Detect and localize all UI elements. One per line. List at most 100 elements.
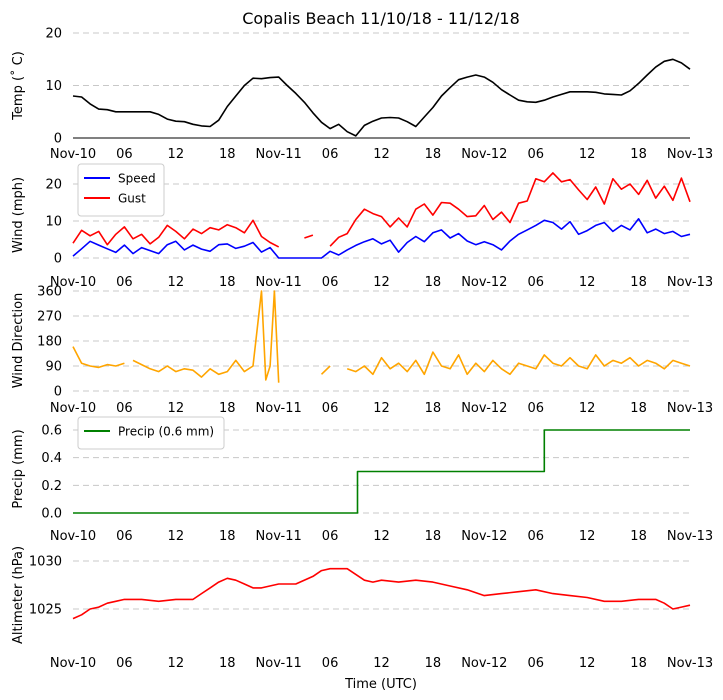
x-tick-label: Nov-13 bbox=[667, 147, 713, 162]
x-tick-label: 12 bbox=[579, 401, 596, 416]
x-tick-label: Nov-13 bbox=[667, 401, 713, 416]
x-tick-label: 12 bbox=[373, 656, 390, 671]
y-axis-label: Wind (mph) bbox=[11, 177, 26, 253]
series-line-altimeter bbox=[72, 567, 691, 620]
x-tick-label: Nov-11 bbox=[256, 401, 302, 416]
y-axis-label: Altimeter (hPa) bbox=[11, 546, 26, 644]
x-tick-label: 12 bbox=[168, 275, 185, 290]
x-tick-label: Nov-12 bbox=[461, 656, 507, 671]
x-tick-label: 12 bbox=[168, 656, 185, 671]
x-tick-label: 18 bbox=[425, 401, 442, 416]
x-tick-label: 18 bbox=[425, 275, 442, 290]
y-tick-label: 0.6 bbox=[41, 424, 62, 439]
x-tick-label: Nov-13 bbox=[667, 656, 713, 671]
x-tick-label: Nov-11 bbox=[256, 147, 302, 162]
y-tick-label: 270 bbox=[37, 310, 62, 325]
panel-precip: 0.0 0.2 0.4 0.6 Nov-10 06 12 18 Nov-11 06 12 18 Nov-… bbox=[11, 416, 713, 544]
y-tick-label: 90 bbox=[45, 360, 62, 375]
series-line-precip-0-6-mm- bbox=[73, 429, 690, 514]
x-tick-label: 12 bbox=[579, 529, 596, 544]
x-tick-label: 12 bbox=[168, 529, 185, 544]
legend-box bbox=[77, 416, 225, 450]
x-tick-label: 12 bbox=[579, 275, 596, 290]
x-axis-label: Time (UTC) bbox=[344, 677, 417, 692]
y-tick-label: 360 bbox=[37, 285, 62, 300]
series-line-temperature bbox=[72, 58, 691, 137]
x-tick-label: 12 bbox=[373, 401, 390, 416]
legend-label: Speed bbox=[118, 172, 156, 186]
panel-direction: 0 90 180 270 360 Nov-10 06 12 18 Nov-11 06 12 18 Nov-… bbox=[11, 285, 713, 417]
x-tick-label: 12 bbox=[373, 147, 390, 162]
y-tick-label: 20 bbox=[45, 27, 62, 42]
x-tick-label: 18 bbox=[630, 275, 647, 290]
y-tick-label: 20 bbox=[45, 178, 62, 193]
panel-wind: 0 10 20 Nov-10 06 12 18 Nov-11 06 12 18 Nov-12 06 12 1… bbox=[11, 163, 713, 290]
x-tick-label: 06 bbox=[322, 401, 339, 416]
x-tick-label: Nov-11 bbox=[256, 656, 302, 671]
y-tick-label: 0 bbox=[54, 132, 62, 147]
x-tick-label: 18 bbox=[630, 529, 647, 544]
y-tick-label: 0.4 bbox=[41, 451, 62, 466]
x-tick-label: 12 bbox=[579, 656, 596, 671]
x-tick-label: Nov-12 bbox=[461, 147, 507, 162]
legend-label: Precip (0.6 mm) bbox=[118, 425, 214, 439]
x-tick-label: Nov-10 bbox=[50, 529, 96, 544]
x-tick-label: 06 bbox=[527, 656, 544, 671]
x-tick-label: Nov-10 bbox=[50, 147, 96, 162]
panel-altimeter: 1025 1030 Nov-10 06 12 18 Nov-11 06 12 18 Nov-12 06… bbox=[11, 546, 713, 671]
x-tick-label: 06 bbox=[322, 275, 339, 290]
x-tick-label: 18 bbox=[219, 147, 236, 162]
y-tick-label: 0 bbox=[54, 252, 62, 267]
x-tick-label: 06 bbox=[116, 401, 133, 416]
x-tick-label: 18 bbox=[630, 147, 647, 162]
y-tick-label: 1025 bbox=[29, 603, 62, 618]
x-tick-label: 18 bbox=[425, 656, 442, 671]
x-tick-label: Nov-13 bbox=[667, 529, 713, 544]
x-tick-label: 18 bbox=[219, 401, 236, 416]
y-tick-label: 180 bbox=[37, 335, 62, 350]
x-tick-label: Nov-10 bbox=[50, 656, 96, 671]
x-tick-label: 06 bbox=[527, 401, 544, 416]
x-tick-label: 06 bbox=[322, 529, 339, 544]
y-tick-label: 0 bbox=[54, 385, 62, 400]
x-tick-label: 06 bbox=[322, 656, 339, 671]
series-line-gust bbox=[72, 172, 691, 248]
y-tick-label: 10 bbox=[45, 79, 62, 94]
y-tick-label: 10 bbox=[45, 215, 62, 230]
x-tick-label: 18 bbox=[219, 275, 236, 290]
x-tick-label: 06 bbox=[527, 147, 544, 162]
series-line-direction bbox=[72, 290, 691, 383]
x-tick-label: 18 bbox=[425, 147, 442, 162]
x-tick-label: 18 bbox=[219, 656, 236, 671]
x-tick-label: Nov-13 bbox=[667, 275, 713, 290]
x-tick-label: 06 bbox=[116, 147, 133, 162]
x-tick-label: 12 bbox=[373, 529, 390, 544]
x-tick-label: 06 bbox=[322, 147, 339, 162]
series-line-speed bbox=[72, 218, 691, 259]
x-tick-label: Nov-12 bbox=[461, 401, 507, 416]
x-tick-label: 12 bbox=[168, 147, 185, 162]
y-axis-label: Precip (mm) bbox=[11, 429, 26, 508]
y-axis-label: Wind Direction bbox=[11, 293, 26, 389]
x-tick-label: Nov-11 bbox=[256, 275, 302, 290]
x-tick-label: Nov-12 bbox=[461, 529, 507, 544]
x-tick-label: Nov-10 bbox=[50, 401, 96, 416]
x-tick-label: 12 bbox=[168, 401, 185, 416]
x-tick-label: 12 bbox=[373, 275, 390, 290]
x-tick-label: 06 bbox=[116, 656, 133, 671]
chart-title: Copalis Beach 11/10/18 - 11/12/18 bbox=[242, 9, 520, 28]
x-tick-label: Nov-12 bbox=[461, 275, 507, 290]
y-axis-label: Temp (˚ C) bbox=[10, 51, 26, 121]
panel-temp: 0 10 20 Nov-10 06 12 18 Nov-11 06 12 18 Nov-12 06 12 1… bbox=[10, 27, 713, 163]
legend-label: Gust bbox=[118, 192, 146, 206]
x-tick-label: 06 bbox=[527, 275, 544, 290]
x-tick-label: 18 bbox=[630, 401, 647, 416]
x-tick-label: 18 bbox=[425, 529, 442, 544]
y-tick-label: 1030 bbox=[29, 555, 62, 570]
x-tick-label: 06 bbox=[527, 529, 544, 544]
x-tick-label: 18 bbox=[219, 529, 236, 544]
y-tick-label: 0.2 bbox=[41, 479, 62, 494]
x-tick-label: 18 bbox=[630, 656, 647, 671]
